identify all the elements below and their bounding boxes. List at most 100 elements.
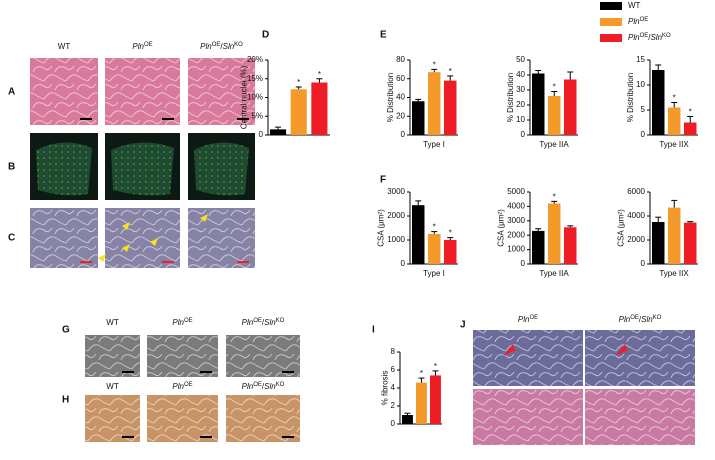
micrograph-texture (30, 58, 98, 125)
bar (564, 79, 577, 135)
label-part: OE (212, 42, 221, 48)
y-tick-label: 6000 (627, 187, 645, 196)
y-axis-label: % Distribution (506, 73, 515, 122)
panel-letter: B (8, 162, 15, 173)
panel-letter: J (460, 320, 466, 331)
label-part: WT (106, 318, 119, 327)
y-tick-label: 20% (247, 55, 263, 64)
y-tick-label: 0 (401, 259, 406, 268)
bar (548, 203, 561, 264)
significance-star: * (297, 78, 300, 87)
label-part: / (262, 382, 265, 391)
micrograph-texture (473, 389, 583, 445)
y-tick-label: 4000 (627, 211, 645, 220)
column-header: WT (106, 318, 119, 327)
label-part: KO (662, 33, 671, 39)
micrograph-texture (188, 58, 255, 125)
y-tick-label: 5 (641, 105, 646, 114)
y-tick-label: 5000 (507, 187, 525, 196)
y-tick-label: 2000 (387, 211, 405, 220)
muscle-section-texture (194, 142, 249, 196)
y-axis-label: Central nuclei (%) (239, 65, 248, 129)
legend-swatch (600, 2, 622, 10)
arrow (150, 238, 158, 246)
column-header: PlnOE/SlnKO (242, 382, 285, 392)
muscle-section-texture (36, 142, 92, 196)
label-part: OE (253, 318, 262, 324)
arrow (98, 254, 106, 262)
legend-swatch (600, 34, 622, 42)
label-part: Pln (628, 33, 640, 42)
significance-star: * (434, 362, 437, 371)
legend-label: WT (628, 1, 641, 10)
y-tick-label: 3000 (387, 187, 405, 196)
y-tick-label: 10 (516, 115, 525, 124)
label-part: OE (253, 382, 262, 388)
bar (564, 227, 577, 264)
micrograph-texture (147, 335, 218, 377)
panel-letter: G (62, 325, 70, 336)
significance-star: * (433, 223, 436, 232)
y-tick-label: 0 (641, 259, 646, 268)
bar (532, 230, 545, 264)
label-part: OE (184, 382, 193, 388)
label-part: OE (144, 42, 153, 48)
bar (412, 101, 425, 135)
panel-letter: H (62, 395, 69, 406)
x-axis-label: Type IIX (659, 269, 689, 278)
micrograph-texture (147, 395, 218, 442)
y-tick-label: 0 (521, 130, 526, 139)
x-axis-label: Type I (423, 140, 445, 149)
column-header: PlnOE/SlnKO (242, 318, 285, 328)
y-tick-label: 15% (247, 74, 263, 83)
panel-letter: A (8, 87, 15, 98)
label-part: Pln (242, 382, 254, 391)
column-header: WT (106, 382, 119, 391)
bar (416, 382, 427, 424)
label-part: Pln (518, 315, 530, 324)
y-axis-label: % Distribution (386, 73, 395, 122)
label-part: KO (276, 318, 285, 324)
panel-letter: F (380, 175, 386, 186)
significance-star: * (449, 229, 452, 238)
bar (290, 89, 307, 135)
label-part: WT (58, 42, 71, 51)
bar (684, 122, 697, 135)
bar (652, 222, 665, 264)
label-part: WT (628, 1, 641, 10)
column-header: PlnOE (518, 315, 538, 325)
y-axis-label: CSA (μm²) (497, 209, 506, 247)
micrograph-texture (30, 208, 98, 268)
label-part: Pln (172, 318, 184, 327)
label-part: / (648, 33, 651, 42)
y-tick-label: 0 (521, 259, 526, 268)
arrow (122, 244, 130, 252)
y-tick-label: 4000 (507, 202, 525, 211)
label-part: Sln (264, 382, 276, 391)
significance-star: * (689, 108, 692, 117)
bar (548, 96, 561, 135)
micrograph-texture (585, 389, 695, 445)
y-tick-label: 80 (396, 55, 405, 64)
panel-letter: D (262, 30, 269, 41)
bar (684, 222, 697, 264)
y-tick-label: 3000 (507, 216, 525, 225)
y-tick-label: 10% (247, 93, 263, 102)
y-tick-label: 5% (251, 111, 263, 120)
significance-star: * (420, 369, 423, 378)
label-part: / (220, 42, 223, 51)
y-tick-label: 6 (391, 365, 396, 374)
label-part: / (639, 315, 642, 324)
legend-swatch (600, 18, 622, 26)
label-part: OE (640, 17, 649, 23)
micrograph-texture (473, 330, 583, 386)
bar (412, 205, 425, 264)
micrograph-texture (188, 208, 255, 268)
y-tick-label: 0 (259, 130, 264, 139)
y-tick-label: 50 (516, 55, 525, 64)
arrow (503, 344, 521, 356)
y-tick-label: 20 (516, 100, 525, 109)
significance-star: * (673, 94, 676, 103)
column-header: PlnOE/SlnKO (200, 42, 243, 52)
column-header: PlnOE/SlnKO (619, 315, 662, 325)
